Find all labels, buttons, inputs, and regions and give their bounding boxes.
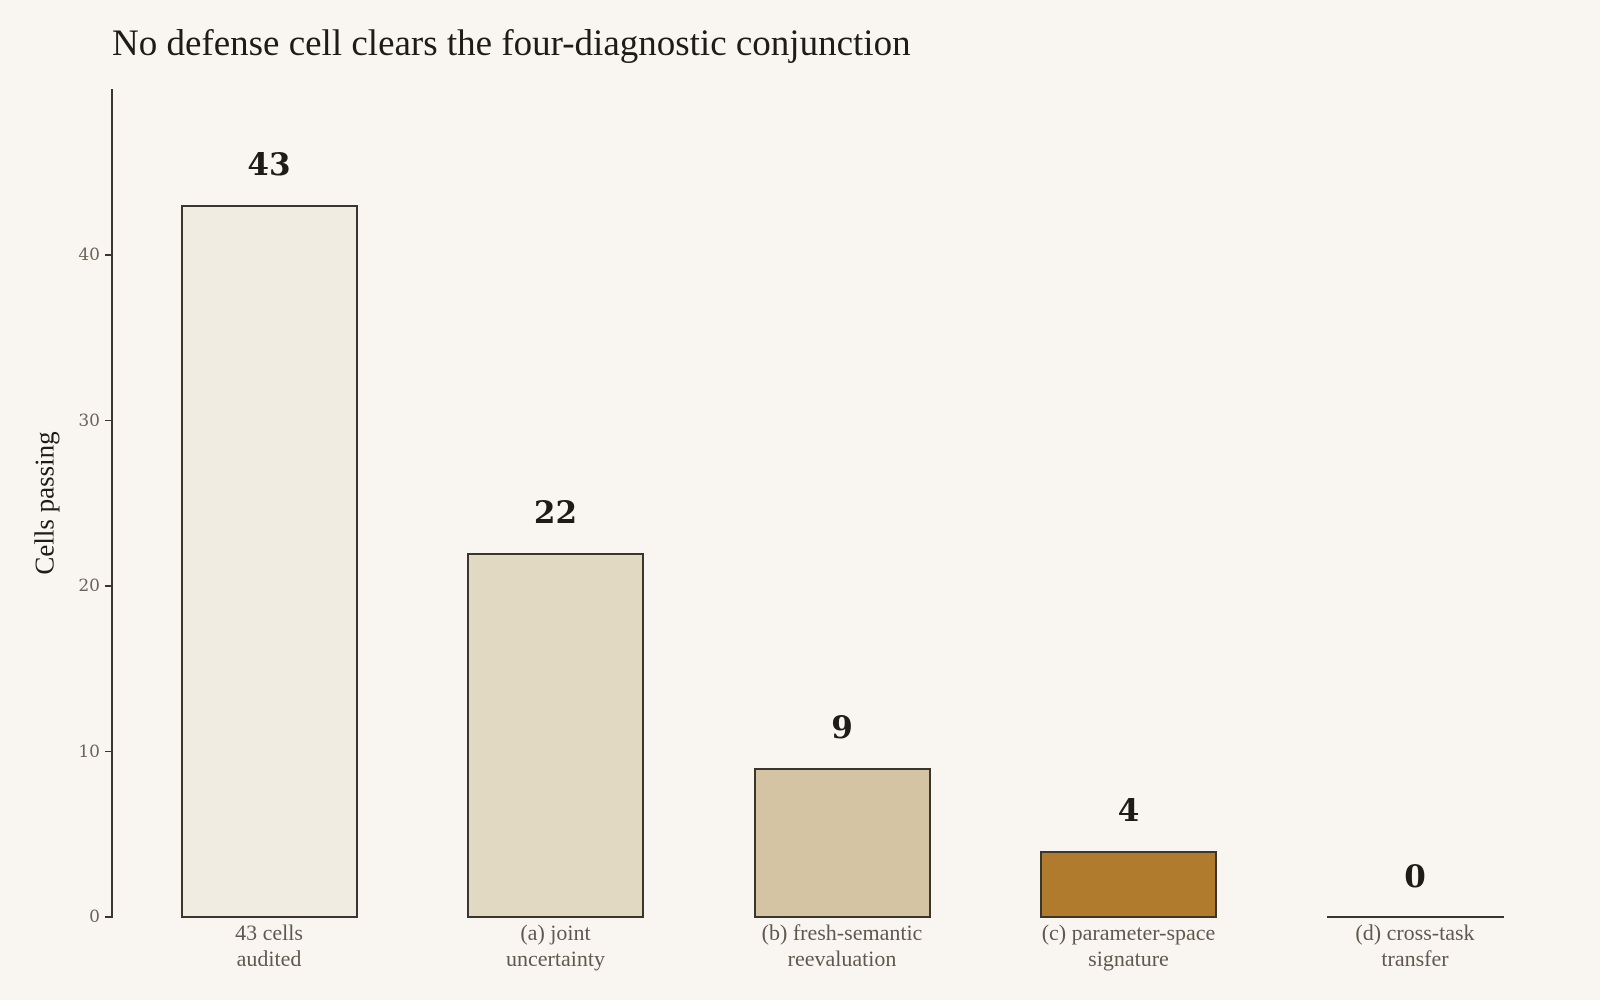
x-category-label-line: 43 cells (235, 920, 303, 945)
x-category-label-line: (d) cross-task (1355, 920, 1475, 945)
y-tick-label: 20 (78, 576, 100, 596)
x-category-label-line: (a) joint (520, 920, 591, 945)
x-category-label: (c) parameter-space signature (1042, 920, 1216, 972)
y-tick-mark (105, 254, 112, 256)
x-category-label-line: (b) fresh-semantic (761, 920, 923, 945)
x-category-label: (a) joint uncertainty (506, 920, 605, 972)
x-category-label: (b) fresh-semantic reevaluation (762, 920, 923, 972)
x-category-label: 43 cells audited (235, 920, 303, 972)
y-axis-line (111, 89, 113, 918)
bar-value-label: 9 (831, 710, 853, 747)
bar (180, 205, 358, 918)
x-category-label-line: signature (1088, 946, 1169, 971)
y-tick-label: 30 (78, 410, 100, 431)
bar-value-label: 0 (1404, 859, 1426, 895)
chart-title: No defense cell clears the four-diagnost… (112, 23, 911, 64)
x-category-label-line: uncertainty (506, 946, 605, 971)
x-category-label-line: audited (236, 946, 302, 971)
y-tick-mark (105, 750, 112, 753)
x-category-label-line: (c) parameter-space (1041, 920, 1216, 945)
bar (1326, 916, 1504, 918)
bar (753, 768, 931, 918)
bar-value-label: 4 (1117, 792, 1140, 829)
y-tick-label: 10 (78, 741, 100, 762)
y-tick-mark (105, 585, 112, 587)
bar-value-label: 22 (533, 494, 578, 531)
y-axis-label: Cells passing (29, 431, 60, 575)
bar (1040, 850, 1217, 918)
y-tick-mark (105, 419, 112, 422)
y-tick-label: 40 (78, 245, 100, 265)
y-tick-mark (105, 916, 112, 918)
y-tick-label: 0 (89, 907, 100, 927)
bar-value-label: 43 (247, 147, 291, 184)
x-category-label-line: transfer (1381, 946, 1449, 971)
x-category-label-line: reevaluation (787, 946, 897, 971)
x-category-label: (d) cross-task transfer (1355, 920, 1474, 972)
bar (467, 552, 644, 918)
